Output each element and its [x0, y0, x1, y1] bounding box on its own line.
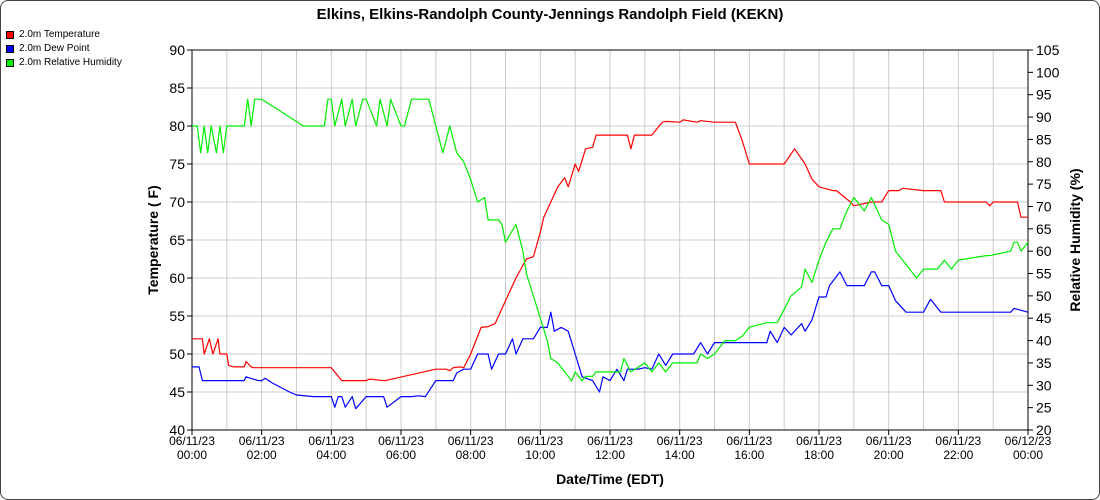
x-tick-date: 06/11/23 [796, 434, 842, 448]
y2-tick-label: 25 [1036, 400, 1052, 416]
x-tick-time: 16:00 [734, 448, 764, 462]
legend-item-temperature: 2.0m Temperature [6, 28, 122, 42]
x-tick-time: 06:00 [386, 448, 416, 462]
temperature-line [192, 119, 1028, 382]
y2-tick-label: 95 [1036, 87, 1052, 103]
y-tick-label: 65 [169, 232, 185, 248]
legend-swatch-relative-humidity [6, 59, 14, 67]
y2-tick-label: 70 [1036, 198, 1052, 214]
legend-label-relative-humidity: 2.0m Relative Humidity [19, 57, 122, 68]
legend-label-temperature: 2.0m Temperature [19, 29, 100, 40]
x-tick-time: 08:00 [456, 448, 486, 462]
y-tick-label: 60 [169, 270, 185, 286]
y2-axis-label: Relative Humidity (%) [1067, 168, 1083, 311]
y-tick-label: 75 [169, 156, 185, 172]
dew-point-line [192, 271, 1029, 410]
y-tick-label: 40 [169, 422, 185, 438]
series-lines [192, 98, 1029, 410]
x-tick-date: 06/11/23 [239, 434, 285, 448]
y2-tick-label: 55 [1036, 266, 1052, 282]
y2-tick-label: 20 [1036, 422, 1052, 438]
y2-tick-label: 40 [1036, 333, 1052, 349]
y-tick-label: 70 [169, 194, 185, 210]
y-tick-label: 55 [169, 308, 185, 324]
legend-item-dew-point: 2.0m Dew Point [6, 42, 122, 56]
y-tick-label: 45 [169, 384, 185, 400]
y-axis-label: Temperature ( F) [145, 185, 161, 294]
x-tick-time: 22:00 [943, 448, 973, 462]
x-tick-time: 02:00 [247, 448, 277, 462]
x-tick-date: 06/11/23 [169, 434, 215, 448]
legend-swatch-temperature [6, 31, 14, 39]
x-tick-date: 06/11/23 [448, 434, 494, 448]
y2-axis-ticks: 20 25 30 35 40 45 50 55 60 65 70 75 80 85 90 95 100 105 [1028, 42, 1060, 438]
y-tick-label: 80 [169, 118, 185, 134]
x-tick-date: 06/12/23 [1005, 434, 1052, 448]
x-tick-time: 12:00 [595, 448, 625, 462]
x-tick-time: 10:00 [525, 448, 555, 462]
x-tick-time: 14:00 [665, 448, 695, 462]
relative-humidity-line [192, 98, 1029, 382]
y-axis-ticks: 40 45 50 55 60 65 70 75 80 85 90 [169, 42, 192, 438]
x-axis-ticks: 06/11/2300:0006/11/2302:0006/11/2304:000… [169, 430, 1052, 462]
x-tick-date: 06/11/23 [517, 434, 563, 448]
x-tick-time: 00:00 [177, 448, 207, 462]
x-tick-date: 06/11/23 [378, 434, 424, 448]
legend-item-relative-humidity: 2.0m Relative Humidity [6, 56, 122, 70]
x-tick-time: 04:00 [316, 448, 346, 462]
grid-lines [192, 49, 1028, 431]
legend-swatch-dew-point [6, 45, 14, 53]
y2-tick-label: 50 [1036, 288, 1052, 304]
legend-label-dew-point: 2.0m Dew Point [19, 43, 90, 54]
y2-tick-label: 35 [1036, 355, 1052, 371]
y2-tick-label: 75 [1036, 176, 1052, 192]
x-tick-time: 00:00 [1013, 448, 1043, 462]
x-tick-date: 06/11/23 [935, 434, 981, 448]
y2-tick-label: 105 [1036, 42, 1060, 58]
x-tick-date: 06/11/23 [308, 434, 354, 448]
x-tick-date: 06/11/23 [866, 434, 912, 448]
legend: 2.0m Temperature 2.0m Dew Point 2.0m Rel… [6, 28, 122, 70]
x-tick-date: 06/11/23 [587, 434, 633, 448]
y2-tick-label: 45 [1036, 310, 1052, 326]
chart-title: Elkins, Elkins-Randolph County-Jennings … [317, 6, 784, 23]
y2-tick-label: 60 [1036, 243, 1052, 259]
y-tick-label: 90 [169, 42, 185, 58]
y-tick-label: 85 [169, 80, 185, 96]
y2-tick-label: 90 [1036, 109, 1052, 125]
y2-tick-label: 80 [1036, 154, 1052, 170]
x-tick-date: 06/11/23 [657, 434, 703, 448]
x-tick-date: 06/11/23 [726, 434, 772, 448]
y2-tick-label: 30 [1036, 377, 1052, 393]
x-axis-label: Date/Time (EDT) [556, 471, 664, 487]
y2-tick-label: 65 [1036, 221, 1052, 237]
y2-tick-label: 85 [1036, 131, 1052, 147]
y-tick-label: 50 [169, 346, 185, 362]
x-tick-time: 20:00 [874, 448, 904, 462]
y2-tick-label: 100 [1036, 64, 1060, 80]
x-tick-time: 18:00 [804, 448, 834, 462]
